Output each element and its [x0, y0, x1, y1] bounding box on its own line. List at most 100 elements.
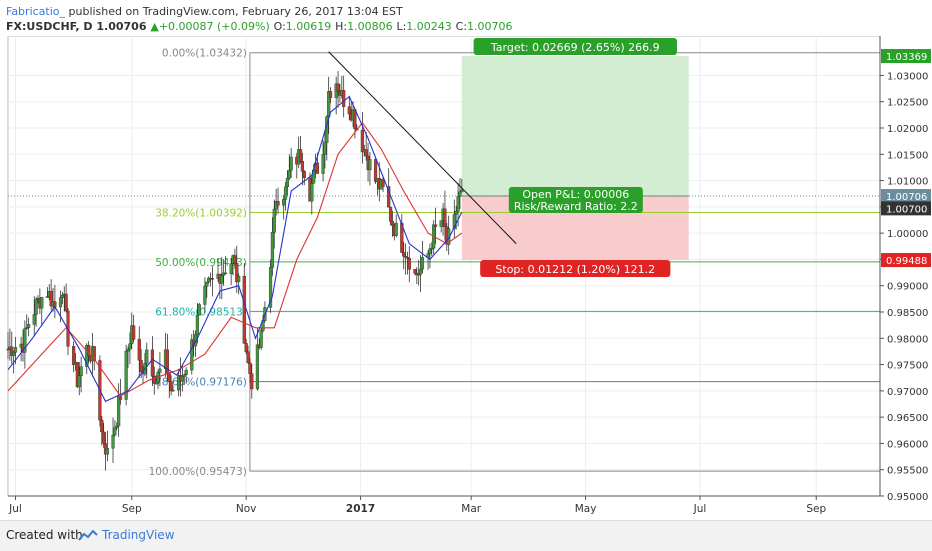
candle — [283, 182, 288, 211]
candle-body — [282, 199, 286, 206]
candle-body — [433, 224, 438, 227]
candle-body — [190, 339, 194, 371]
y-tick-label-1: 1.02500 — [887, 98, 928, 109]
candle — [235, 245, 239, 293]
candle-body — [92, 346, 96, 361]
symbol-name[interactable]: FX:USDCHF, D — [6, 20, 93, 33]
candle — [113, 420, 117, 437]
candle-body — [460, 189, 464, 193]
candle — [111, 417, 115, 463]
x-tick-label-5: May — [575, 503, 597, 515]
candle — [45, 287, 49, 298]
candle — [323, 129, 327, 169]
candle-body — [102, 431, 106, 444]
candle — [460, 178, 464, 193]
candle-body — [124, 351, 128, 400]
price-chart[interactable]: 0.00%(1.03432)38.20%(1.00392)50.00%(0.99… — [0, 36, 932, 520]
candle-body — [420, 257, 425, 270]
candle — [182, 373, 186, 385]
candle — [388, 206, 393, 226]
candle — [248, 358, 252, 383]
open-label: O: — [273, 20, 286, 33]
candle-body — [45, 296, 49, 298]
candle — [400, 213, 404, 253]
candle — [381, 176, 385, 192]
price-tag-2: 1.00700 — [881, 201, 931, 216]
candle-body — [323, 142, 327, 155]
candle — [115, 422, 119, 431]
y-tick-label-6: 1.00000 — [887, 229, 928, 240]
created-with-text: Created with — [6, 528, 83, 542]
candle — [342, 75, 346, 118]
y-tick-label-14: 0.96000 — [887, 439, 928, 450]
candle-body — [347, 106, 351, 115]
candle-body — [458, 191, 462, 197]
y-tick-label-15: 0.95500 — [887, 466, 928, 477]
candle — [229, 258, 233, 286]
candle-body — [12, 352, 16, 356]
candle — [75, 361, 79, 388]
tradingview-logo-icon — [78, 530, 98, 541]
candle — [171, 385, 175, 392]
candle-body — [443, 208, 447, 227]
candle — [210, 266, 215, 297]
candle-body — [117, 396, 121, 427]
candle — [259, 327, 263, 351]
candle-body — [402, 252, 406, 257]
target-label-bg — [473, 38, 677, 56]
candle — [368, 152, 372, 186]
y-tick-label-13: 0.96500 — [887, 413, 928, 424]
close-label: C: — [455, 20, 468, 33]
candle-body — [298, 149, 303, 162]
candle-body — [145, 349, 149, 364]
x-tick-label-2: Nov — [236, 503, 257, 515]
candle-body — [364, 149, 368, 157]
candle-body — [276, 201, 280, 206]
close-value: 1.00706 — [467, 20, 513, 33]
fib-label-0: 0.00%(1.03432) — [162, 48, 247, 60]
candle — [184, 367, 188, 384]
candle — [394, 214, 398, 238]
candle — [328, 87, 333, 104]
candle — [79, 356, 83, 393]
ma-slow-line — [7, 121, 463, 397]
candle — [207, 276, 211, 284]
candle-body — [302, 171, 306, 178]
candle — [418, 254, 423, 293]
y-tick-label-10: 0.98000 — [887, 334, 928, 345]
candle — [203, 277, 207, 313]
candle — [268, 259, 273, 314]
candle-body — [287, 169, 291, 179]
x-tick-label-6: Jul — [693, 503, 707, 515]
candle — [152, 366, 156, 395]
candle-body — [368, 159, 372, 171]
candle — [276, 187, 280, 214]
ma-fast-line — [7, 95, 463, 403]
price-tag-text-2: 1.00700 — [886, 204, 927, 215]
candle — [195, 302, 200, 344]
candle-body — [197, 304, 201, 316]
candle-body — [394, 222, 398, 236]
candle — [402, 242, 406, 270]
candle-body — [77, 375, 81, 388]
candle — [428, 243, 432, 269]
author-link[interactable]: Fabricatio_ — [6, 5, 66, 18]
candle — [158, 351, 162, 387]
candle — [10, 331, 14, 364]
candle-body — [75, 362, 79, 388]
candle — [6, 332, 10, 360]
candle — [180, 365, 184, 392]
candle-body — [115, 425, 119, 428]
candle-body — [154, 381, 158, 384]
candle — [289, 147, 293, 178]
candle — [403, 243, 408, 275]
candle — [137, 326, 141, 378]
candle-body — [300, 161, 305, 172]
candle — [169, 375, 173, 396]
candle-body — [259, 330, 263, 348]
candle-body — [388, 206, 393, 222]
candle — [246, 345, 250, 364]
tradingview-brand-link[interactable]: TradingView — [102, 528, 175, 542]
candle-body — [132, 325, 136, 340]
candle-body — [23, 328, 27, 353]
